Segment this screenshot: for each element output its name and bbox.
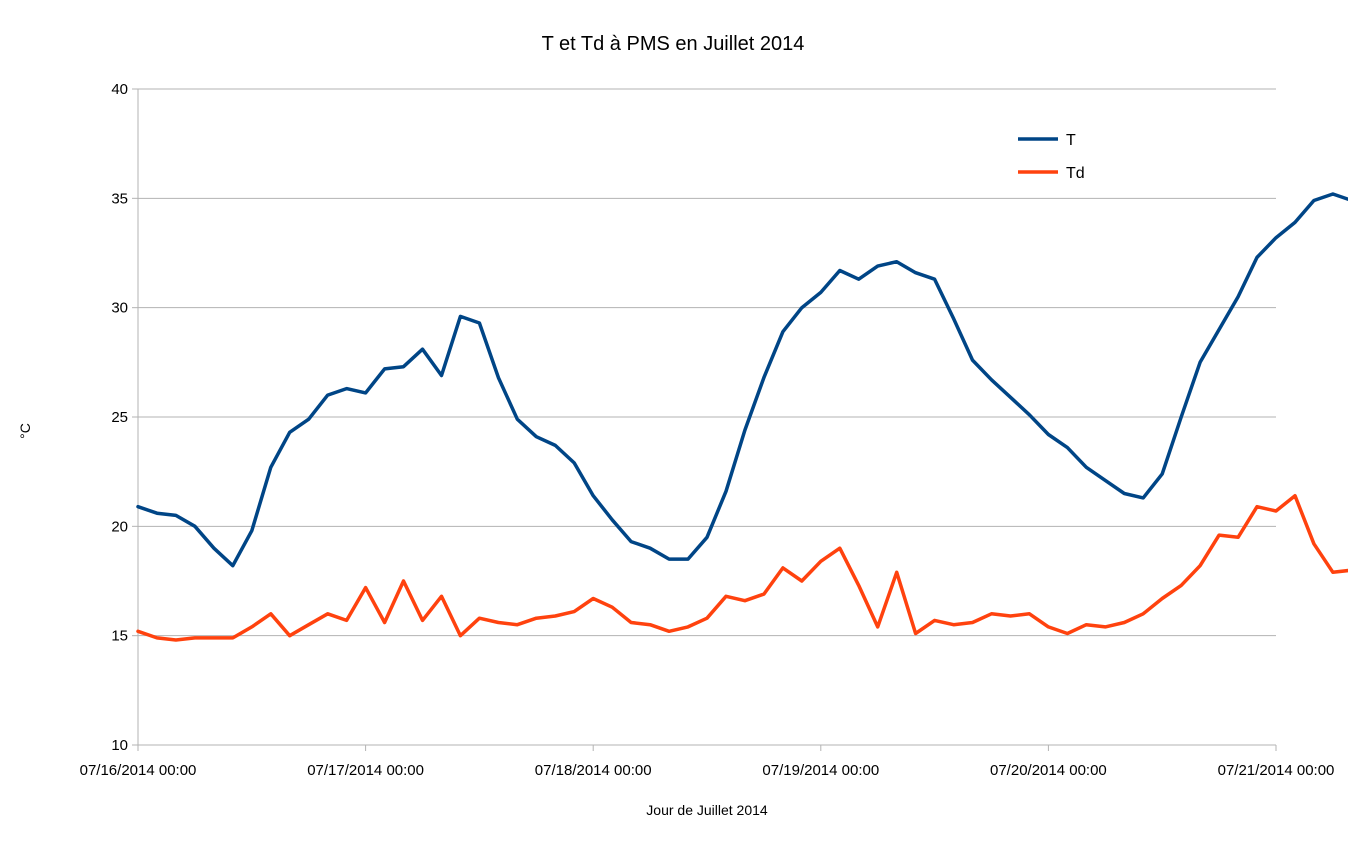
legend-label-td: Td [1066,165,1085,182]
legend: T Td [1018,132,1085,182]
series-lines [136,192,1348,642]
x-tick-label: 07/17/2014 00:00 [307,762,424,779]
series-line-t [136,192,1348,568]
x-tick-label: 07/21/2014 00:00 [1218,762,1335,779]
x-tick-labels: 07/16/2014 00:00 07/17/2014 00:00 07/18/20… [80,762,1335,779]
y-axis-title: °C [17,423,33,439]
x-tick-label: 07/16/2014 00:00 [80,762,197,779]
y-tick-label: 15 [111,628,128,645]
y-tick-label: 30 [111,300,128,317]
x-axis-title: Jour de Juillet 2014 [646,802,768,818]
legend-label-t: T [1066,132,1076,149]
x-tick-label: 07/19/2014 00:00 [762,762,879,779]
y-tick-label: 40 [111,81,128,98]
y-tick-label: 35 [111,190,128,207]
x-tick-label: 07/18/2014 00:00 [535,762,652,779]
y-tick-labels: 10 15 20 25 30 35 40 [111,81,128,754]
y-tick-label: 10 [111,737,128,754]
series-line-td [136,493,1348,642]
chart-title: T et Td à PMS en Juillet 2014 [542,33,805,55]
x-tick-label: 07/20/2014 00:00 [990,762,1107,779]
grid-lines [132,88,1277,751]
y-tick-label: 25 [111,409,128,426]
y-tick-label: 20 [111,518,128,535]
